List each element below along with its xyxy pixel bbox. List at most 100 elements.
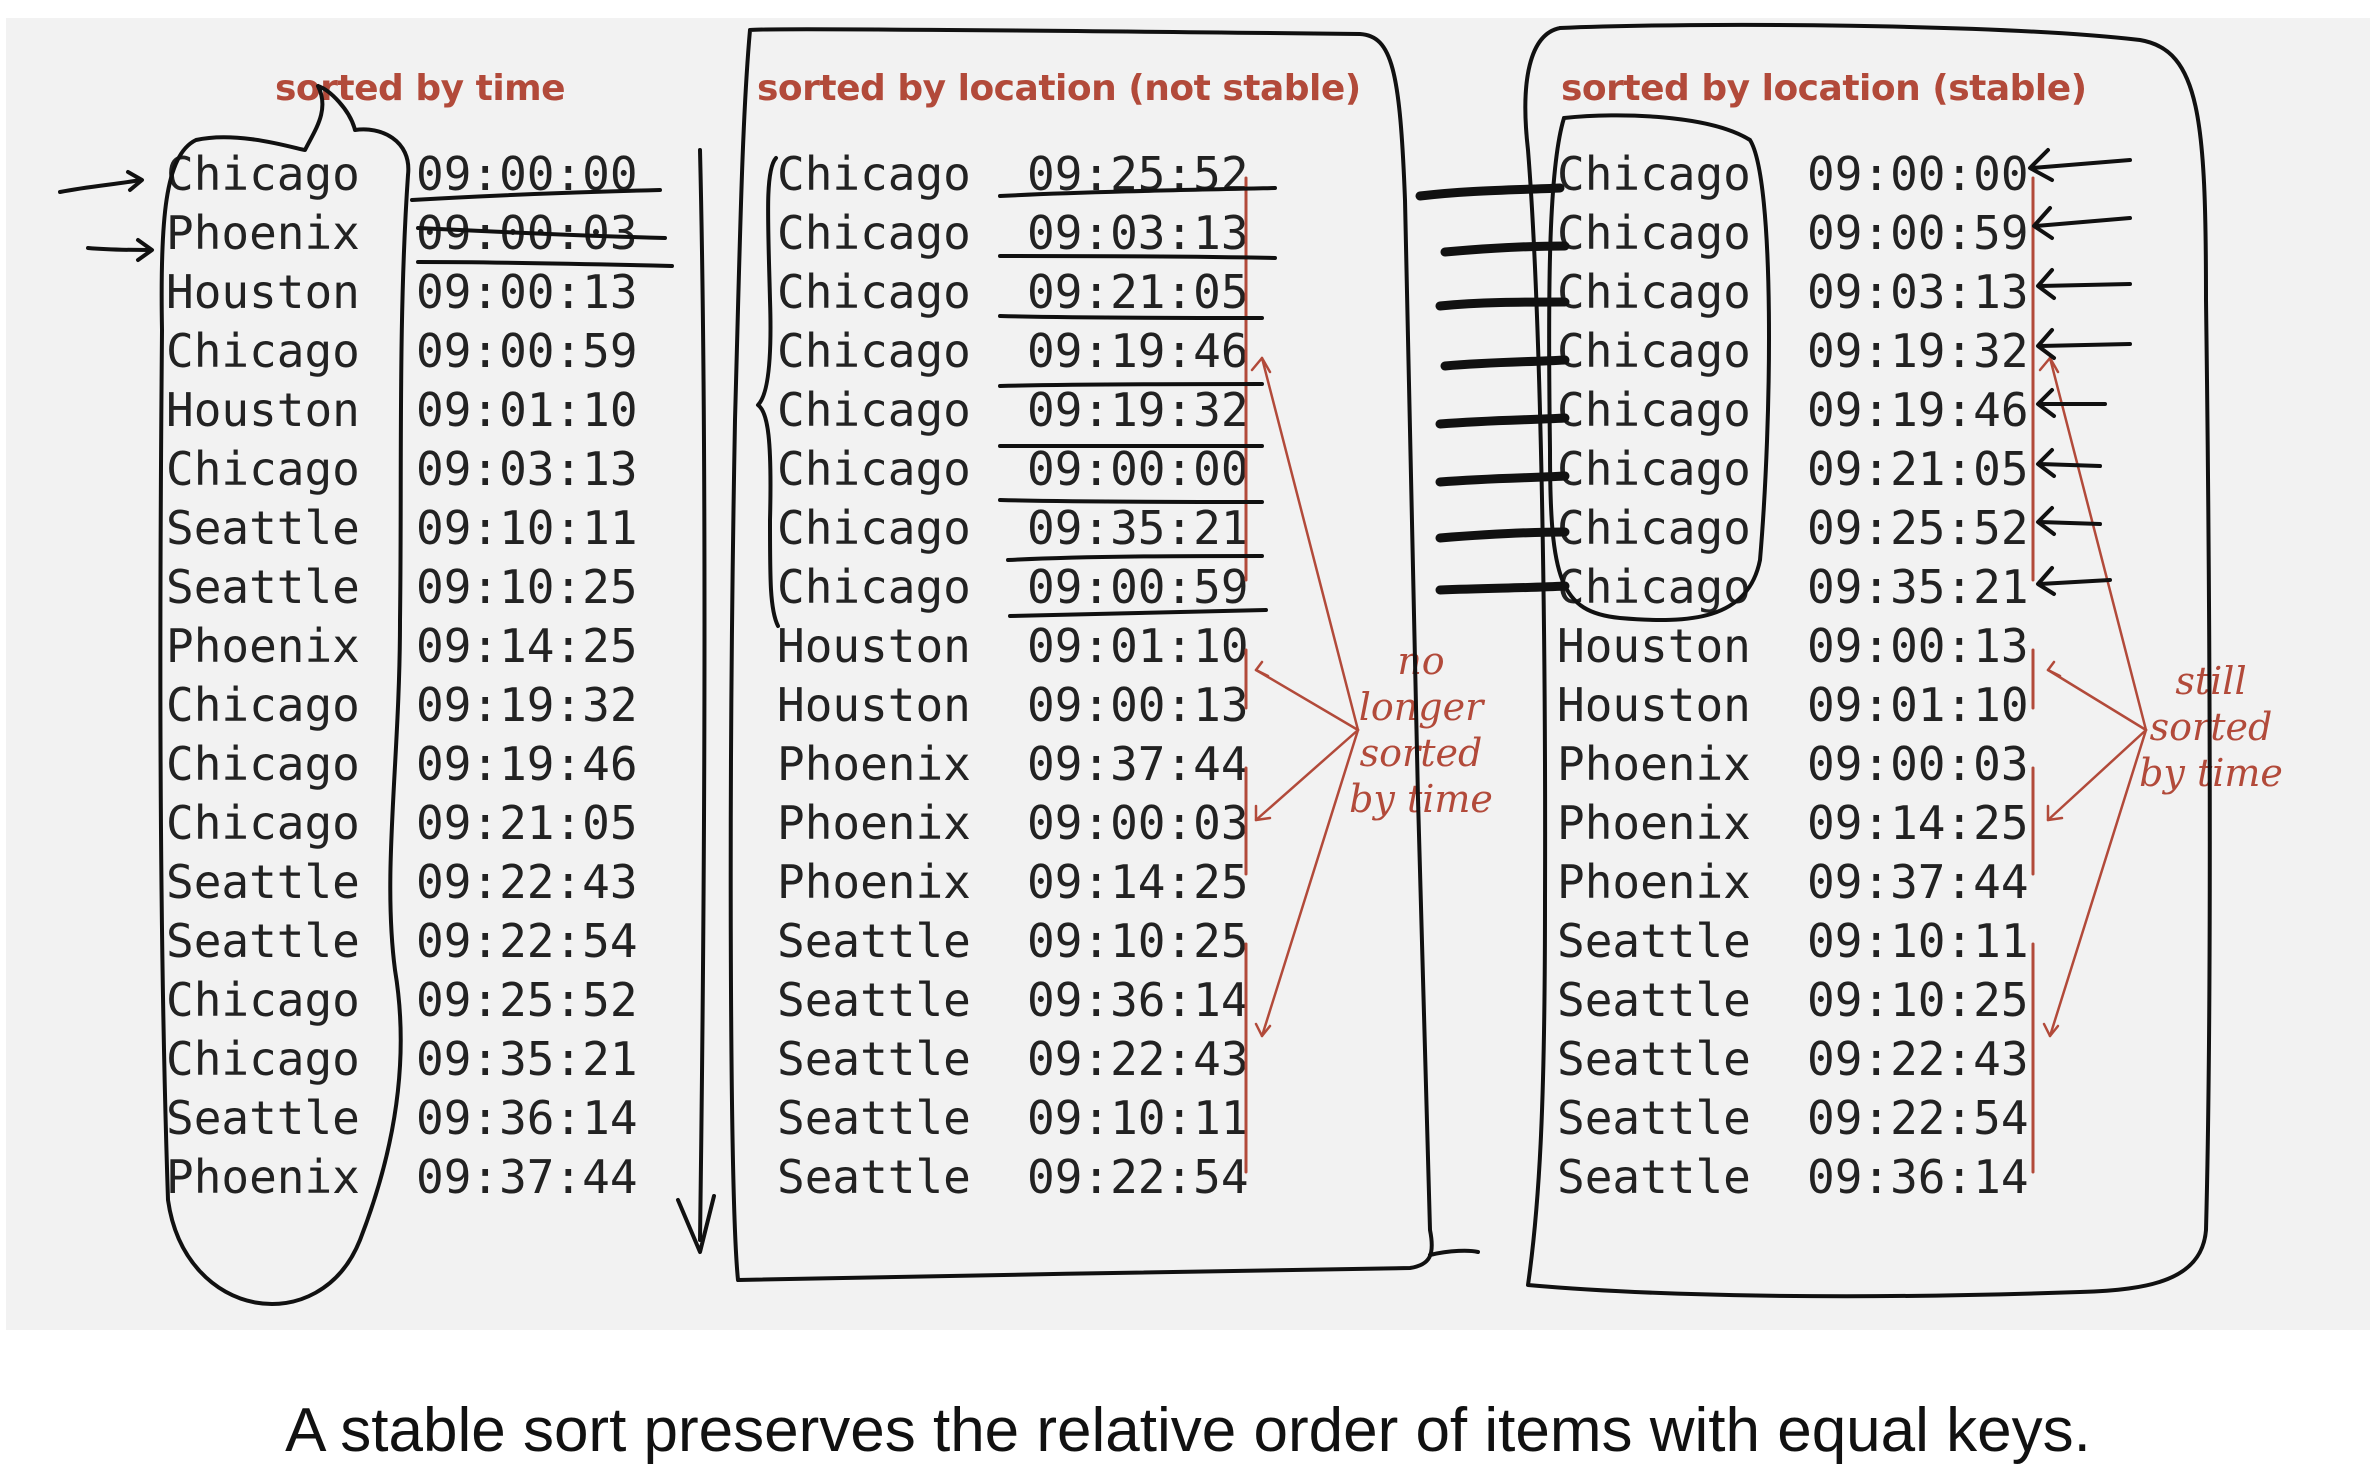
list-row: Seattle 09:10:11 <box>166 499 638 558</box>
note-line: by time <box>1349 777 1493 821</box>
city-cell: Seattle <box>166 855 360 909</box>
time-cell: 09:19:32 <box>1027 383 1249 437</box>
time-cell: 09:25:52 <box>1807 501 2029 555</box>
list-row: Phoenix 09:00:03 <box>166 204 638 263</box>
city-cell: Chicago <box>166 678 360 732</box>
city-cell: Phoenix <box>1557 737 1751 791</box>
city-cell: Chicago <box>166 796 360 850</box>
list-row: Chicago 09:21:05 <box>166 794 638 853</box>
list-row: Seattle 09:22:54 <box>1557 1089 2029 1148</box>
time-cell: 09:00:00 <box>1807 147 2029 201</box>
ink-connector-marks <box>1415 183 1570 595</box>
list-row: Chicago 09:03:13 <box>1557 263 2029 322</box>
note-line: longer <box>1358 685 1484 729</box>
city-cell: Seattle <box>777 1150 971 1204</box>
time-cell: 09:00:13 <box>416 265 638 319</box>
time-cell: 09:22:43 <box>1027 1032 1249 1086</box>
list-row: Chicago 09:19:32 <box>166 676 638 735</box>
list-row: Seattle 09:36:14 <box>1557 1148 2029 1207</box>
list-not-stable: Chicago 09:25:52 Chicago 09:03:13 Chicago 09:… <box>777 145 1249 1207</box>
list-sorted-by-time: Chicago 09:00:00 Phoenix 09:00:03 Houston 09:… <box>166 145 638 1207</box>
column-title-stable: sorted by location (stable) <box>1561 68 2087 109</box>
city-cell: Houston <box>166 265 360 319</box>
list-row: Seattle 09:36:14 <box>166 1089 638 1148</box>
time-cell: 09:10:11 <box>416 501 638 555</box>
city-cell: Chicago <box>166 1032 360 1086</box>
city-cell: Seattle <box>1557 973 1751 1027</box>
time-cell: 09:00:00 <box>1027 442 1249 496</box>
city-cell: Seattle <box>777 1032 971 1086</box>
list-row: Chicago 09:03:13 <box>777 204 1249 263</box>
time-cell: 09:19:46 <box>1807 383 2029 437</box>
time-cell: 09:22:54 <box>1807 1091 2029 1145</box>
list-row: Chicago 09:00:59 <box>777 558 1249 617</box>
time-cell: 09:22:54 <box>1027 1150 1249 1204</box>
city-cell: Chicago <box>777 442 971 496</box>
city-cell: Phoenix <box>166 619 360 673</box>
city-cell: Chicago <box>1557 324 1751 378</box>
list-row: Chicago 09:21:05 <box>1557 440 2029 499</box>
time-cell: 09:37:44 <box>1807 855 2029 909</box>
list-row: Chicago 09:00:00 <box>1557 145 2029 204</box>
city-cell: Seattle <box>166 560 360 614</box>
city-cell: Seattle <box>777 914 971 968</box>
city-cell: Seattle <box>777 1091 971 1145</box>
time-cell: 09:35:21 <box>1027 501 1249 555</box>
list-row: Chicago 09:19:32 <box>777 381 1249 440</box>
time-cell: 09:19:46 <box>416 737 638 791</box>
city-cell: Houston <box>1557 678 1751 732</box>
list-row: Chicago 09:00:59 <box>1557 204 2029 263</box>
list-row: Seattle 09:22:54 <box>777 1148 1249 1207</box>
time-cell: 09:21:05 <box>1807 442 2029 496</box>
city-cell: Chicago <box>166 324 360 378</box>
time-cell: 09:37:44 <box>416 1150 638 1204</box>
city-cell: Chicago <box>1557 383 1751 437</box>
city-cell: Phoenix <box>777 855 971 909</box>
time-cell: 09:00:59 <box>416 324 638 378</box>
city-cell: Seattle <box>1557 1091 1751 1145</box>
list-row: Seattle 09:10:25 <box>1557 971 2029 1030</box>
time-cell: 09:03:13 <box>416 442 638 496</box>
city-cell: Houston <box>166 383 360 437</box>
time-cell: 09:00:59 <box>1807 206 2029 260</box>
list-row: Phoenix 09:37:44 <box>777 735 1249 794</box>
list-row: Chicago 09:03:13 <box>166 440 638 499</box>
city-cell: Phoenix <box>1557 796 1751 850</box>
city-cell: Chicago <box>166 737 360 791</box>
time-cell: 09:36:14 <box>416 1091 638 1145</box>
time-cell: 09:25:52 <box>416 973 638 1027</box>
time-cell: 09:14:25 <box>1027 855 1249 909</box>
time-cell: 09:37:44 <box>1027 737 1249 791</box>
city-cell: Chicago <box>777 324 971 378</box>
note-arrows-stable <box>2038 356 2148 1038</box>
list-row: Houston 09:01:10 <box>777 617 1249 676</box>
list-row: Chicago 09:35:21 <box>1557 558 2029 617</box>
time-cell: 09:14:25 <box>416 619 638 673</box>
caption: A stable sort preserves the relative ord… <box>285 1396 2091 1465</box>
city-cell: Seattle <box>1557 1150 1751 1204</box>
list-row: Chicago 09:19:46 <box>166 735 638 794</box>
time-cell: 09:00:13 <box>1027 678 1249 732</box>
city-cell: Chicago <box>777 265 971 319</box>
note-line: sorted <box>1359 731 1483 775</box>
time-cell: 09:10:25 <box>1027 914 1249 968</box>
time-cell: 09:03:13 <box>1807 265 2029 319</box>
list-row: Chicago 09:19:32 <box>1557 322 2029 381</box>
city-cell: Houston <box>777 678 971 732</box>
ink-box-not-stable <box>728 27 1480 1282</box>
list-row: Phoenix 09:37:44 <box>166 1148 638 1207</box>
list-row: Chicago 09:25:52 <box>166 971 638 1030</box>
list-row: Seattle 09:10:11 <box>1557 912 2029 971</box>
city-cell: Houston <box>1557 619 1751 673</box>
city-cell: Chicago <box>777 206 971 260</box>
list-row: Chicago 09:21:05 <box>777 263 1249 322</box>
ink-box-stable <box>1523 22 2212 1299</box>
list-row: Seattle 09:10:25 <box>166 558 638 617</box>
city-cell: Phoenix <box>1557 855 1751 909</box>
time-cell: 09:19:46 <box>1027 324 1249 378</box>
time-cell: 09:10:11 <box>1807 914 2029 968</box>
list-row: Chicago 09:19:46 <box>1557 381 2029 440</box>
time-cell: 09:01:10 <box>1807 678 2029 732</box>
city-cell: Seattle <box>1557 914 1751 968</box>
city-cell: Phoenix <box>166 206 360 260</box>
